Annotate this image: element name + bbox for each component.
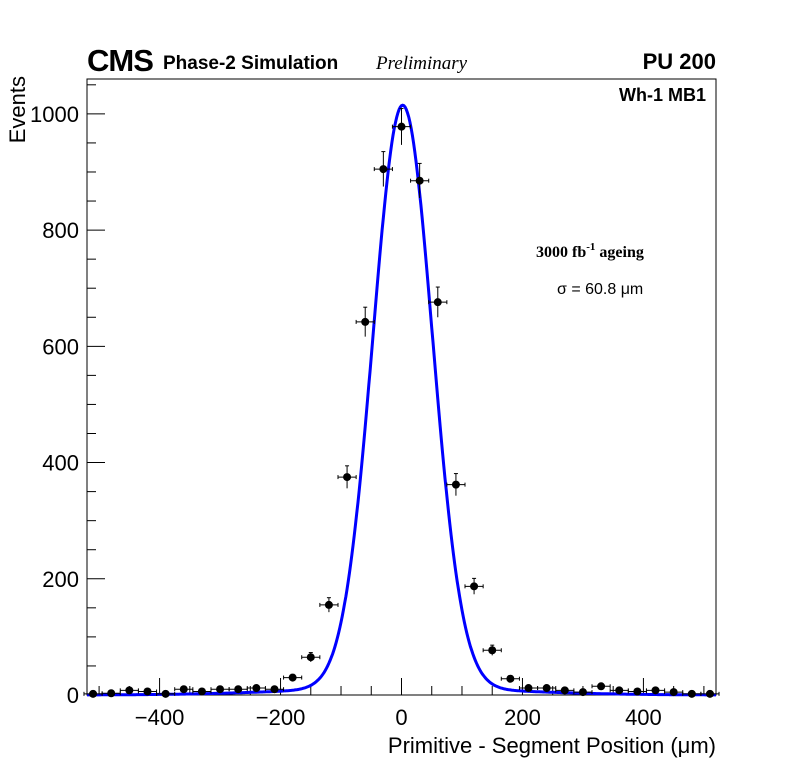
y-tick-label: 800 [42,218,79,243]
data-point [246,684,266,693]
status-label: Preliminary [375,53,468,74]
fit-curve [87,103,716,697]
data-marker [379,165,388,174]
y-tick-label: 0 [67,683,79,708]
station-label: Wh-1 MB1 [619,85,706,105]
data-point [355,306,375,337]
x-tick-label: −200 [256,705,306,730]
data-marker [143,687,152,696]
data-marker [179,685,188,694]
data-marker [415,176,424,185]
data-point [264,685,285,694]
data-marker [633,687,642,696]
data-point [573,688,593,697]
y-tick-label: 600 [42,334,79,359]
y-axis: 0 200 400 600 800 1000 [30,84,105,708]
data-point [283,673,303,682]
data-point [101,689,121,698]
sigma-label: σ = 60.8 μm [557,281,643,298]
data-marker [560,686,569,695]
data-point [627,687,647,696]
data-marker [669,688,678,697]
ageing-label: 3000 fb-1 ageing [536,241,644,261]
data-marker [324,600,333,609]
simulation-label: Phase-2 Simulation [163,53,338,74]
data-marker [107,689,116,698]
data-marker [197,687,206,696]
data-point [446,473,466,496]
data-marker [361,317,370,326]
y-axis-title: Events [5,76,30,143]
data-point [555,686,575,695]
x-axis-title: Primitive - Segment Position (μm) [388,733,716,758]
data-point [682,689,702,698]
x-tick-label: 200 [504,705,541,730]
data-marker [506,674,515,683]
data-point [700,689,720,698]
data-marker [687,689,696,698]
x-tick-label: 400 [625,705,662,730]
data-marker [542,684,551,693]
data-point [410,162,430,198]
data-marker [651,686,660,695]
data-point [373,151,393,187]
data-point [156,689,176,698]
data-point [664,688,684,697]
data-marker [252,684,261,693]
y-tick-label: 400 [42,451,79,476]
data-marker [306,653,315,662]
data-marker [470,582,479,591]
experiment-label: CMS [87,43,153,78]
ageing-suffix: ageing [595,244,643,261]
data-marker [488,646,497,655]
ageing-prefix: 3000 fb [536,244,586,261]
data-marker [451,480,460,489]
data-marker [288,673,297,682]
data-marker [397,122,406,131]
data-point [500,674,520,683]
data-marker [234,685,243,694]
data-marker [433,298,442,307]
data-marker [343,473,352,482]
data-point [174,685,194,694]
pileup-label: PU 200 [643,49,716,74]
data-marker [216,685,225,694]
plot-frame [86,78,717,696]
data-point [591,682,611,691]
data-marker [705,689,714,698]
x-axis: −400 −200 0 200 400 [98,678,705,730]
x-tick-label: 0 [395,705,407,730]
data-marker [524,684,533,693]
data-marker [270,685,279,694]
ageing-exponent: -1 [586,241,595,253]
data-point [464,577,484,595]
data-point [428,286,448,318]
data-marker [161,689,170,698]
x-tick-label: −400 [135,705,185,730]
y-tick-label: 1000 [30,102,79,127]
data-point [228,685,248,694]
y-tick-label: 200 [42,567,79,592]
data-point [537,684,557,693]
data-marker [615,686,624,695]
data-point [337,465,357,489]
data-marker [125,686,134,695]
data-point [391,107,412,145]
data-point [119,686,139,695]
data-marker [89,689,98,698]
data-points [83,107,720,698]
data-point [301,652,321,662]
data-point [210,685,230,694]
data-point [482,644,502,656]
data-marker [597,682,606,691]
data-point [319,597,339,613]
data-point [609,686,629,695]
data-marker [578,688,587,697]
